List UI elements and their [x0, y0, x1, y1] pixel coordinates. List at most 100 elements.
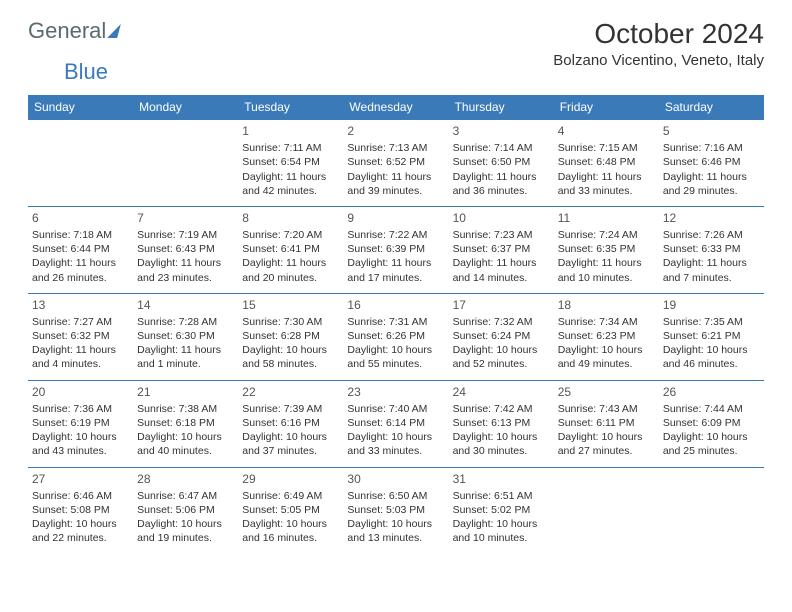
daylight-text: Daylight: 11 hours and 29 minutes.: [663, 170, 760, 198]
sunset-text: Sunset: 6:48 PM: [558, 155, 655, 169]
day-cell-30: 30Sunrise: 6:50 AMSunset: 5:03 PMDayligh…: [343, 467, 448, 554]
sunrise-text: Sunrise: 7:16 AM: [663, 141, 760, 155]
daylight-text: Daylight: 10 hours and 27 minutes.: [558, 430, 655, 458]
daylight-text: Daylight: 10 hours and 37 minutes.: [242, 430, 339, 458]
day-cell-29: 29Sunrise: 6:49 AMSunset: 5:05 PMDayligh…: [238, 467, 343, 554]
sunrise-text: Sunrise: 7:22 AM: [347, 228, 444, 242]
day-header-monday: Monday: [133, 95, 238, 119]
day-number: 14: [137, 297, 234, 313]
sunrise-text: Sunrise: 6:51 AM: [453, 489, 550, 503]
sunrise-text: Sunrise: 7:20 AM: [242, 228, 339, 242]
day-cell-11: 11Sunrise: 7:24 AMSunset: 6:35 PMDayligh…: [554, 206, 659, 293]
sunset-text: Sunset: 6:43 PM: [137, 242, 234, 256]
daylight-text: Daylight: 11 hours and 42 minutes.: [242, 170, 339, 198]
sunrise-text: Sunrise: 7:42 AM: [453, 402, 550, 416]
day-number: 11: [558, 210, 655, 226]
sunset-text: Sunset: 5:08 PM: [32, 503, 129, 517]
day-header-thursday: Thursday: [449, 95, 554, 119]
empty-cell: [554, 467, 659, 554]
day-cell-1: 1Sunrise: 7:11 AMSunset: 6:54 PMDaylight…: [238, 119, 343, 206]
sunset-text: Sunset: 6:50 PM: [453, 155, 550, 169]
sunset-text: Sunset: 6:14 PM: [347, 416, 444, 430]
sunset-text: Sunset: 6:35 PM: [558, 242, 655, 256]
day-number: 10: [453, 210, 550, 226]
daylight-text: Daylight: 11 hours and 7 minutes.: [663, 256, 760, 284]
location: Bolzano Vicentino, Veneto, Italy: [553, 52, 764, 69]
day-cell-7: 7Sunrise: 7:19 AMSunset: 6:43 PMDaylight…: [133, 206, 238, 293]
sunrise-text: Sunrise: 7:43 AM: [558, 402, 655, 416]
day-cell-10: 10Sunrise: 7:23 AMSunset: 6:37 PMDayligh…: [449, 206, 554, 293]
daylight-text: Daylight: 11 hours and 39 minutes.: [347, 170, 444, 198]
day-cell-8: 8Sunrise: 7:20 AMSunset: 6:41 PMDaylight…: [238, 206, 343, 293]
day-cell-27: 27Sunrise: 6:46 AMSunset: 5:08 PMDayligh…: [28, 467, 133, 554]
sunset-text: Sunset: 6:37 PM: [453, 242, 550, 256]
day-header-friday: Friday: [554, 95, 659, 119]
day-cell-15: 15Sunrise: 7:30 AMSunset: 6:28 PMDayligh…: [238, 293, 343, 380]
sunset-text: Sunset: 6:16 PM: [242, 416, 339, 430]
daylight-text: Daylight: 10 hours and 25 minutes.: [663, 430, 760, 458]
daylight-text: Daylight: 10 hours and 13 minutes.: [347, 517, 444, 545]
daylight-text: Daylight: 11 hours and 14 minutes.: [453, 256, 550, 284]
sunrise-text: Sunrise: 7:15 AM: [558, 141, 655, 155]
daylight-text: Daylight: 11 hours and 17 minutes.: [347, 256, 444, 284]
day-number: 31: [453, 471, 550, 487]
day-number: 6: [32, 210, 129, 226]
sunset-text: Sunset: 6:39 PM: [347, 242, 444, 256]
day-number: 8: [242, 210, 339, 226]
day-header-wednesday: Wednesday: [343, 95, 448, 119]
day-cell-20: 20Sunrise: 7:36 AMSunset: 6:19 PMDayligh…: [28, 380, 133, 467]
daylight-text: Daylight: 10 hours and 55 minutes.: [347, 343, 444, 371]
empty-cell: [28, 119, 133, 206]
day-number: 4: [558, 123, 655, 139]
day-cell-17: 17Sunrise: 7:32 AMSunset: 6:24 PMDayligh…: [449, 293, 554, 380]
daylight-text: Daylight: 11 hours and 10 minutes.: [558, 256, 655, 284]
day-cell-23: 23Sunrise: 7:40 AMSunset: 6:14 PMDayligh…: [343, 380, 448, 467]
sunrise-text: Sunrise: 7:26 AM: [663, 228, 760, 242]
calendar-page: General October 2024 Bolzano Vicentino, …: [0, 0, 792, 563]
day-number: 5: [663, 123, 760, 139]
logo: General: [28, 18, 119, 44]
day-cell-13: 13Sunrise: 7:27 AMSunset: 6:32 PMDayligh…: [28, 293, 133, 380]
sunset-text: Sunset: 5:03 PM: [347, 503, 444, 517]
sunrise-text: Sunrise: 7:14 AM: [453, 141, 550, 155]
day-cell-21: 21Sunrise: 7:38 AMSunset: 6:18 PMDayligh…: [133, 380, 238, 467]
sunset-text: Sunset: 6:44 PM: [32, 242, 129, 256]
day-cell-16: 16Sunrise: 7:31 AMSunset: 6:26 PMDayligh…: [343, 293, 448, 380]
sunrise-text: Sunrise: 7:35 AM: [663, 315, 760, 329]
daylight-text: Daylight: 10 hours and 46 minutes.: [663, 343, 760, 371]
daylight-text: Daylight: 11 hours and 26 minutes.: [32, 256, 129, 284]
sunrise-text: Sunrise: 7:32 AM: [453, 315, 550, 329]
daylight-text: Daylight: 10 hours and 33 minutes.: [347, 430, 444, 458]
sunset-text: Sunset: 5:05 PM: [242, 503, 339, 517]
sunset-text: Sunset: 6:13 PM: [453, 416, 550, 430]
day-number: 9: [347, 210, 444, 226]
daylight-text: Daylight: 11 hours and 36 minutes.: [453, 170, 550, 198]
sunset-text: Sunset: 6:19 PM: [32, 416, 129, 430]
day-cell-19: 19Sunrise: 7:35 AMSunset: 6:21 PMDayligh…: [659, 293, 764, 380]
day-header-saturday: Saturday: [659, 95, 764, 119]
day-number: 20: [32, 384, 129, 400]
logo-text-general: General: [28, 18, 106, 44]
day-number: 2: [347, 123, 444, 139]
daylight-text: Daylight: 10 hours and 10 minutes.: [453, 517, 550, 545]
sunset-text: Sunset: 6:41 PM: [242, 242, 339, 256]
daylight-text: Daylight: 11 hours and 23 minutes.: [137, 256, 234, 284]
daylight-text: Daylight: 10 hours and 49 minutes.: [558, 343, 655, 371]
day-number: 1: [242, 123, 339, 139]
sunset-text: Sunset: 6:32 PM: [32, 329, 129, 343]
sunrise-text: Sunrise: 7:39 AM: [242, 402, 339, 416]
day-number: 21: [137, 384, 234, 400]
sunrise-text: Sunrise: 7:40 AM: [347, 402, 444, 416]
sunrise-text: Sunrise: 6:50 AM: [347, 489, 444, 503]
day-cell-12: 12Sunrise: 7:26 AMSunset: 6:33 PMDayligh…: [659, 206, 764, 293]
day-cell-18: 18Sunrise: 7:34 AMSunset: 6:23 PMDayligh…: [554, 293, 659, 380]
daylight-text: Daylight: 10 hours and 58 minutes.: [242, 343, 339, 371]
day-number: 12: [663, 210, 760, 226]
sunrise-text: Sunrise: 6:46 AM: [32, 489, 129, 503]
day-cell-25: 25Sunrise: 7:43 AMSunset: 6:11 PMDayligh…: [554, 380, 659, 467]
sunrise-text: Sunrise: 7:13 AM: [347, 141, 444, 155]
sunrise-text: Sunrise: 7:44 AM: [663, 402, 760, 416]
sunset-text: Sunset: 6:54 PM: [242, 155, 339, 169]
sunrise-text: Sunrise: 7:28 AM: [137, 315, 234, 329]
day-cell-24: 24Sunrise: 7:42 AMSunset: 6:13 PMDayligh…: [449, 380, 554, 467]
